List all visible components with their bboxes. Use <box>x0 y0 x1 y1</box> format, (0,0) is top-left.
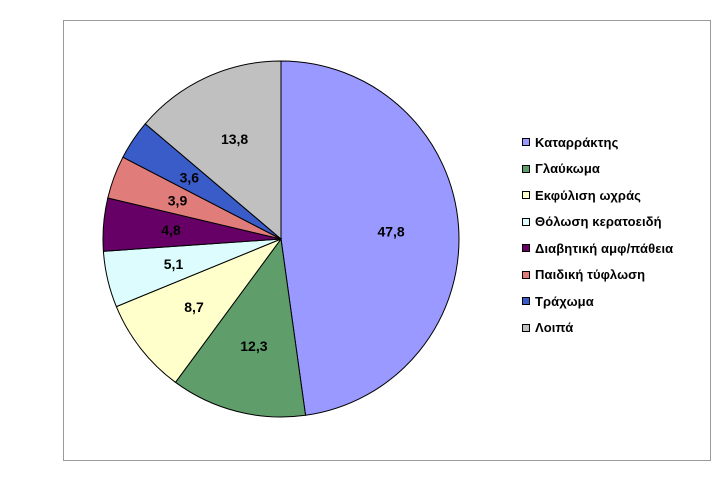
legend-item-5: Διαβητική αμφ/πάθεια <box>522 235 673 262</box>
pie-slice-8 <box>144 60 282 241</box>
pie-slices <box>102 60 460 418</box>
legend-label: Γλαύκωμα <box>535 161 600 177</box>
slice-value-label-5: 4,8 <box>161 222 181 238</box>
legend-swatch <box>522 297 530 306</box>
pie-slice-1 <box>280 60 460 416</box>
legend-swatch <box>522 217 530 226</box>
pie-value-labels: 47,8 12,3 8,7 5,1 4,8 3,9 3,6 13,8 <box>161 131 405 354</box>
slice-value-label-2: 12,3 <box>240 338 267 354</box>
legend-label: Διαβητική αμφ/πάθεια <box>535 240 674 256</box>
slice-value-label-8: 13,8 <box>221 131 248 147</box>
slice-value-label-1: 47,8 <box>377 223 404 239</box>
legend-label: Εκφύλιση ωχράς <box>535 187 642 203</box>
slice-value-label-7: 3,6 <box>180 170 200 186</box>
legend-swatch <box>522 270 530 279</box>
legend-item-3: Εκφύλιση ωχράς <box>522 182 673 209</box>
legend-swatch <box>522 323 530 332</box>
legend-label: Καταρράκτης <box>535 134 619 150</box>
legend-swatch <box>522 164 530 173</box>
legend-item-8: Λοιπά <box>522 315 673 342</box>
legend-swatch <box>522 244 530 253</box>
pie-slice-2 <box>174 237 307 418</box>
legend-label: Θόλωση κερατοειδή <box>535 214 662 230</box>
legend-item-4: Θόλωση κερατοειδή <box>522 209 673 236</box>
pie-slice-3 <box>115 237 283 384</box>
slice-value-label-6: 3,9 <box>168 193 188 209</box>
legend-item-6: Παιδική τύφλωση <box>522 262 673 289</box>
legend: Καταρράκτης Γλαύκωμα Εκφύλιση ωχράς Θόλωση … <box>522 129 673 341</box>
legend-label: Λοιπά <box>535 320 574 336</box>
legend-label: Τράχωμα <box>535 293 594 309</box>
legend-item-7: Τράχωμα <box>522 288 673 315</box>
legend-item-2: Γλαύκωμα <box>522 156 673 183</box>
legend-label: Παιδική τύφλωση <box>535 267 646 283</box>
legend-swatch <box>522 138 530 147</box>
slice-value-label-3: 8,7 <box>184 299 204 315</box>
legend-item-1: Καταρράκτης <box>522 129 673 156</box>
legend-swatch <box>522 191 530 200</box>
slice-value-label-4: 5,1 <box>164 256 184 272</box>
